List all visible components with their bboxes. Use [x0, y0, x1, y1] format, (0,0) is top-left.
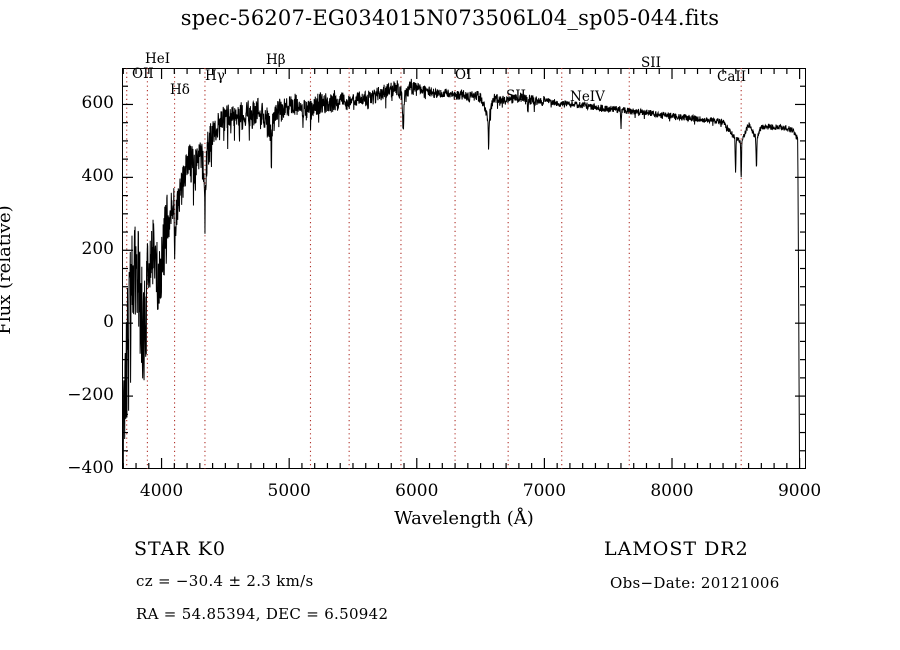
x-tick-label: 6000 [395, 481, 439, 501]
x-axis-label: Wavelength (Å) [394, 508, 534, 529]
x-tick-label: 4000 [139, 481, 184, 501]
obs-date: Obs−Date: 20121006 [610, 574, 780, 592]
y-tick-label: −400 [67, 458, 114, 478]
spectrum-canvas [122, 68, 806, 469]
x-tick-label: 8000 [650, 481, 694, 501]
redshift-velocity: cz = −30.4 ± 2.3 km/s [136, 572, 314, 590]
y-tick-label: 400 [81, 166, 114, 187]
y-tick-label: 600 [81, 93, 114, 114]
x-tick-label: 9000 [777, 481, 822, 501]
spectral-line-label: NeIV [570, 89, 605, 105]
coordinates: RA = 54.85394, DEC = 6.50942 [136, 605, 389, 623]
plot-area [122, 68, 806, 469]
x-tick-label: 7000 [522, 481, 567, 501]
survey-label: LAMOST DR2 [604, 538, 749, 560]
spectral-line-label: CaII [717, 69, 747, 85]
y-axis-label: Flux (relative) [0, 205, 15, 335]
x-tick-label: 5000 [267, 481, 311, 501]
page-title: spec-56207-EG034015N073506L04_sp05-044.f… [180, 6, 720, 30]
spectral-line-label: HeI [145, 51, 171, 67]
spectral-line-label: OI [455, 67, 472, 83]
y-tick-label: 200 [81, 239, 114, 260]
plot-frame [122, 68, 806, 469]
spectral-line-label: Hγ [205, 68, 225, 84]
y-tick-label: −200 [67, 385, 114, 406]
spectral-line-label: Hδ [170, 82, 190, 98]
spectral-line-label: OII [132, 66, 154, 82]
spectral-line-label: SII [641, 55, 661, 71]
spectral-line-label: Hβ [266, 52, 286, 68]
object-type-class: STAR K0 [134, 538, 226, 560]
spectral-line-label: SII [506, 88, 526, 104]
y-tick-label: 0 [103, 312, 114, 333]
